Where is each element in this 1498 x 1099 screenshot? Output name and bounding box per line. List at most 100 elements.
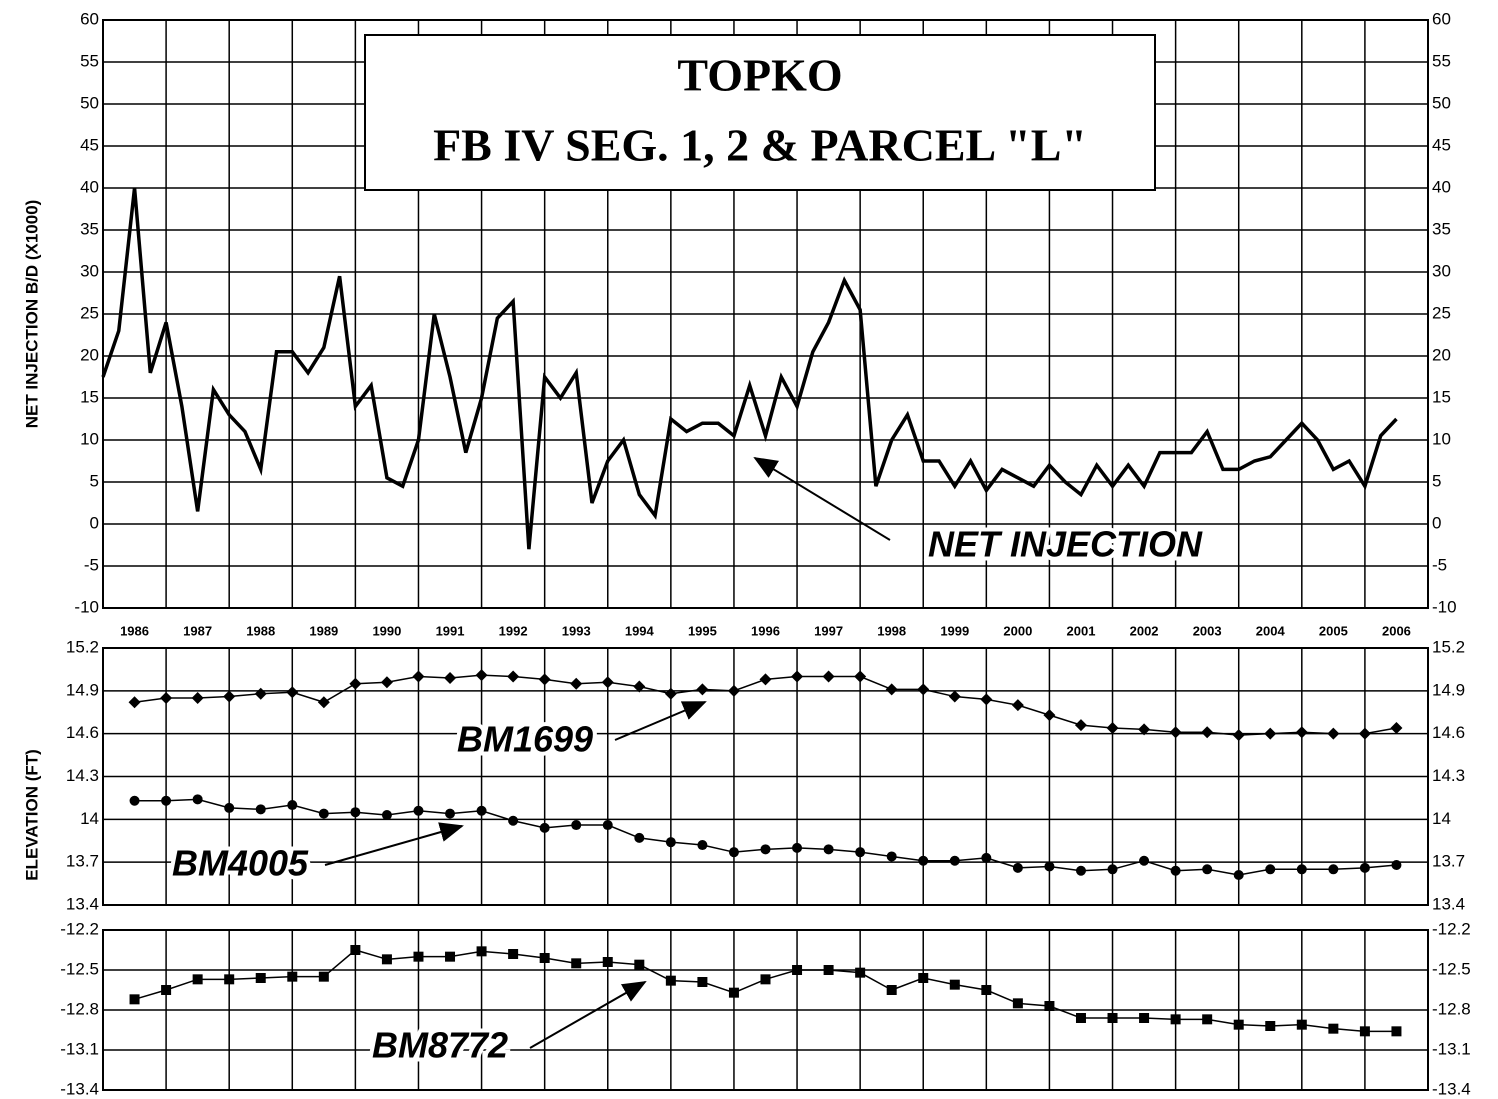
point	[885, 683, 898, 696]
point	[728, 847, 739, 858]
y-tick-label: 15.2	[1432, 637, 1465, 656]
y-tick-label: 20	[1432, 345, 1451, 364]
x-tick-label: 1989	[309, 623, 338, 638]
point	[413, 951, 424, 962]
y-tick-label: 30	[1432, 261, 1451, 280]
y-tick-label: 14.3	[66, 766, 99, 785]
point	[287, 971, 298, 982]
point	[317, 696, 330, 709]
point	[508, 815, 519, 826]
x-tick-label: 1992	[499, 623, 528, 638]
point	[760, 844, 771, 855]
point	[759, 673, 772, 686]
y-tick-label: 13.7	[1432, 852, 1465, 871]
point	[1170, 865, 1181, 876]
point	[191, 691, 204, 704]
point	[1044, 861, 1055, 872]
x-tick-label: 1990	[372, 623, 401, 638]
x-tick-label: 1993	[562, 623, 591, 638]
title-box	[364, 34, 1156, 191]
y-tick-label: 0	[1432, 513, 1441, 532]
point	[855, 967, 866, 978]
point	[1359, 1026, 1370, 1037]
y-tick-label: 25	[1432, 303, 1451, 322]
point	[571, 958, 582, 969]
y-tick-label: 25	[80, 303, 99, 322]
point	[1359, 862, 1370, 873]
point	[1012, 998, 1023, 1009]
y-tick-label: 13.4	[66, 894, 99, 913]
point	[1169, 726, 1182, 739]
point	[823, 844, 834, 855]
point	[1138, 723, 1151, 736]
point	[1328, 1023, 1339, 1034]
point	[949, 979, 960, 990]
y-tick-label: 10	[1432, 429, 1451, 448]
point	[1391, 860, 1402, 871]
point	[570, 677, 583, 690]
y-tick-label: 35	[1432, 219, 1451, 238]
point	[697, 977, 708, 987]
point	[539, 953, 550, 963]
point	[1295, 726, 1308, 739]
point	[444, 671, 457, 684]
y-tick-label: -5	[1432, 555, 1447, 574]
y-tick-label: 45	[80, 135, 99, 154]
point	[508, 949, 519, 959]
line	[101, 187, 1398, 550]
point	[981, 985, 992, 995]
y-tick-label: -12.2	[1432, 919, 1471, 938]
point	[412, 670, 425, 683]
y-tick-label: 13.4	[1432, 894, 1465, 913]
point	[255, 804, 266, 815]
y-axis-label: NET INJECTION B/D (X1000)	[22, 200, 41, 429]
point	[128, 696, 141, 709]
point	[1011, 699, 1024, 712]
point	[696, 683, 709, 696]
point	[822, 670, 835, 683]
series-label: NET INJECTION	[928, 524, 1203, 565]
y-tick-label: -13.4	[60, 1079, 99, 1098]
point	[1296, 1019, 1307, 1030]
point	[634, 832, 645, 843]
y-tick-label: 55	[80, 51, 99, 70]
point	[948, 690, 961, 703]
point	[571, 820, 582, 831]
point	[791, 670, 804, 683]
point	[129, 994, 140, 1005]
point	[129, 795, 140, 806]
y-tick-label: -10	[1432, 597, 1457, 616]
y-tick-label: 14.9	[66, 680, 99, 699]
point	[349, 677, 362, 690]
y-tick-label: -13.4	[1432, 1079, 1471, 1098]
series-label: BM4005	[172, 843, 309, 884]
y-tick-label: -12.8	[1432, 999, 1471, 1018]
point	[350, 945, 361, 955]
point	[792, 965, 803, 975]
point	[697, 840, 708, 851]
x-tick-label: 2003	[1193, 623, 1222, 638]
point	[728, 987, 739, 998]
series-label: BM1699	[457, 719, 593, 760]
point	[760, 974, 771, 985]
y-tick-label: 60	[80, 9, 99, 28]
point	[1139, 1013, 1150, 1023]
point	[476, 946, 487, 957]
point	[1233, 1019, 1244, 1030]
point	[476, 805, 487, 816]
point	[1265, 864, 1276, 875]
point	[1233, 870, 1244, 881]
point	[918, 973, 929, 983]
point	[445, 808, 456, 819]
y-tick-label: 15	[80, 387, 99, 406]
y-tick-label: 14	[80, 809, 99, 828]
x-tick-label: 2000	[1003, 623, 1032, 638]
point	[886, 985, 897, 995]
point	[381, 810, 392, 821]
y-tick-label: 0	[90, 513, 99, 532]
point	[380, 676, 393, 689]
point	[192, 974, 203, 985]
point	[917, 683, 930, 696]
point	[1328, 864, 1339, 875]
y-tick-label: 14.9	[1432, 680, 1465, 699]
